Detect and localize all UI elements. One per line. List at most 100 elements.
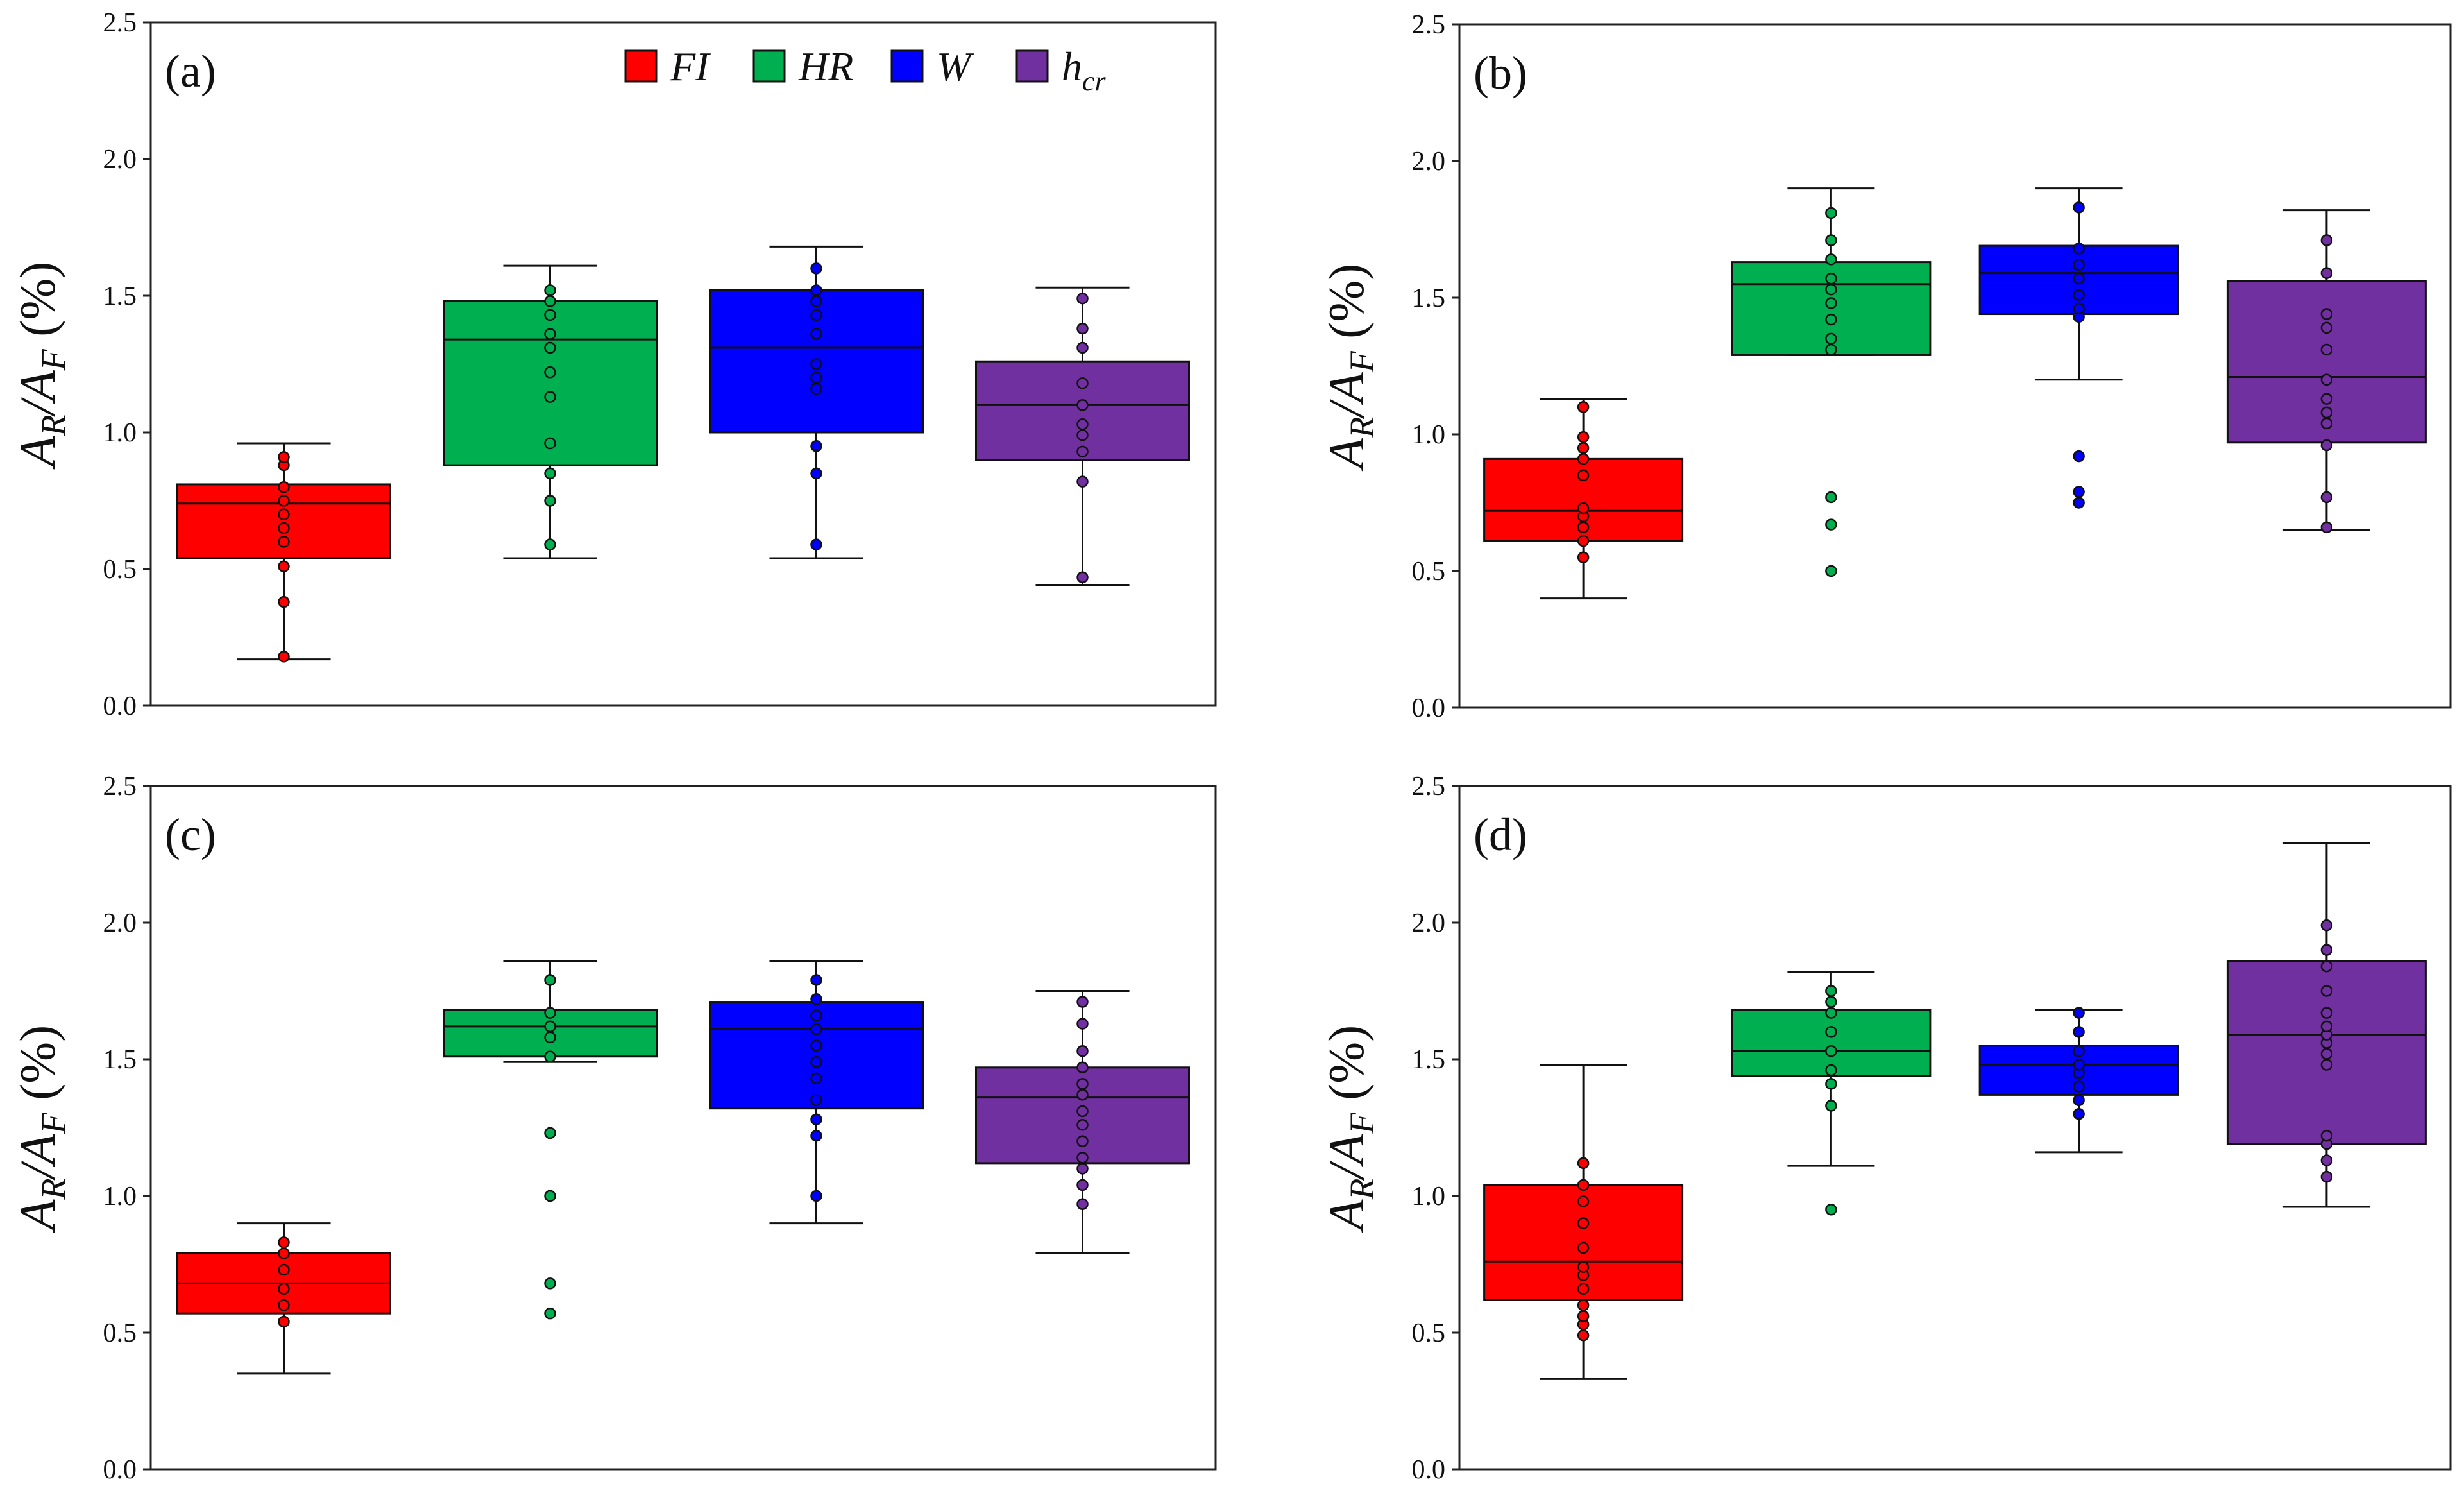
data-point: [1577, 1310, 1590, 1322]
outlier-point: [1825, 565, 1837, 577]
outlier-point: [1825, 491, 1837, 504]
data-point: [278, 481, 290, 493]
y-tick-label: 1.0: [1412, 420, 1446, 450]
box-W: [1978, 1007, 2179, 1154]
data-point: [2073, 1094, 2085, 1107]
plot-frame: [1458, 23, 2452, 709]
data-point: [544, 437, 556, 450]
data-point: [810, 1072, 822, 1085]
data-point: [2320, 985, 2333, 997]
data-point: [2320, 919, 2333, 932]
box-HR: [1731, 971, 1932, 1216]
data-point: [1825, 234, 1837, 246]
data-point: [2320, 1154, 2333, 1166]
data-point: [1076, 996, 1089, 1008]
data-point: [278, 1299, 290, 1311]
y-axis-label: AR/AF (%): [1318, 264, 1381, 472]
box-W: [1978, 187, 2179, 509]
data-point: [2320, 1170, 2333, 1183]
data-point: [278, 508, 290, 521]
data-point: [1825, 996, 1837, 1008]
data-point: [810, 284, 822, 296]
data-point: [544, 1050, 556, 1062]
data-point: [810, 295, 822, 307]
data-point: [810, 358, 822, 370]
data-point: [1577, 1241, 1590, 1254]
data-point: [278, 595, 290, 608]
data-point: [278, 451, 290, 463]
data-point: [1577, 469, 1590, 482]
data-point: [1076, 1152, 1089, 1164]
data-point: [1825, 1045, 1837, 1057]
data-point: [1577, 1299, 1590, 1311]
data-point: [1825, 297, 1837, 309]
data-point: [544, 538, 556, 550]
data-point: [278, 522, 290, 534]
legend-label-FI: FI: [670, 44, 711, 89]
data-point: [2320, 321, 2333, 334]
data-point: [1076, 1018, 1089, 1030]
data-point: [1577, 502, 1590, 515]
y-tick-label: 2.5: [103, 772, 137, 801]
y-tick-label: 0.5: [103, 1318, 137, 1348]
legend-label-hcr: hcr: [1062, 44, 1107, 97]
data-point: [1076, 293, 1089, 305]
plot-frame: [149, 21, 1217, 707]
data-point: [1076, 1089, 1089, 1101]
data-point: [544, 495, 556, 507]
data-point: [278, 495, 290, 507]
data-point: [544, 341, 556, 354]
data-point: [2073, 259, 2085, 271]
data-point: [1076, 322, 1089, 335]
data-point: [1076, 1118, 1089, 1131]
data-point: [2320, 343, 2333, 356]
y-tick-label: 1.5: [1412, 1045, 1446, 1075]
data-point: [1825, 1078, 1837, 1090]
data-point: [1076, 1135, 1089, 1148]
data-point: [2320, 234, 2333, 246]
data-point: [2073, 201, 2085, 214]
data-point: [1577, 1195, 1590, 1207]
legend-swatch-hcr: [1015, 49, 1049, 83]
data-point: [1577, 1283, 1590, 1295]
data-point: [1825, 272, 1837, 285]
box-W: [709, 960, 924, 1225]
y-tick-label: 0.0: [1412, 1455, 1446, 1485]
data-point: [810, 1009, 822, 1022]
y-tick-label: 0.0: [103, 1455, 137, 1485]
data-point: [1076, 445, 1089, 458]
data-point: [1076, 475, 1089, 488]
data-point: [2320, 393, 2333, 405]
data-point: [278, 560, 290, 572]
data-point: [544, 284, 556, 296]
data-point: [810, 309, 822, 321]
data-point: [278, 1236, 290, 1249]
legend-swatch-FI: [624, 49, 658, 83]
legend-label-HR: HR: [798, 44, 853, 89]
outlier-point: [2073, 450, 2085, 463]
data-point: [1076, 1078, 1089, 1090]
y-tick-label: 0.5: [1412, 1318, 1446, 1348]
data-point: [1577, 401, 1590, 413]
data-point: [2320, 491, 2333, 504]
data-point: [278, 536, 290, 548]
panel-label: (d): [1474, 809, 1527, 860]
data-point: [1076, 571, 1089, 584]
data-point: [544, 366, 556, 379]
data-point: [278, 1283, 290, 1295]
data-point: [2320, 417, 2333, 430]
data-point: [2320, 308, 2333, 320]
data-point: [2073, 1026, 2085, 1038]
panel-label: (b): [1474, 47, 1527, 99]
panel-b: 0.0 0.5 1.0 1.5 2.0 2.5 AR/AF (%) (b): [1318, 10, 2452, 723]
data-point: [810, 1113, 822, 1125]
data-point: [1577, 551, 1590, 563]
outlier-point: [1825, 518, 1837, 531]
data-point: [1577, 442, 1590, 454]
data-point: [1076, 377, 1089, 389]
box-FI: [176, 442, 391, 663]
data-point: [1825, 343, 1837, 356]
data-point: [1076, 1163, 1089, 1175]
